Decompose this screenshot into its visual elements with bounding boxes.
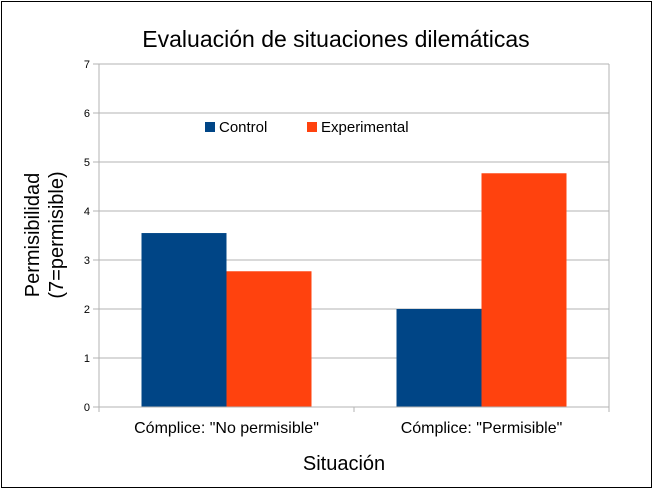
- y-axis-label-line-1: Permisibilidad: [22, 173, 44, 298]
- legend-label-experimental: Experimental: [321, 119, 409, 136]
- y-tick-label: 6: [84, 108, 90, 120]
- y-axis-label-line-2: (7=permisible): [46, 171, 68, 298]
- x-axis-label: Situación: [303, 453, 385, 475]
- y-tick-label: 5: [84, 157, 90, 169]
- legend-label-control: Control: [219, 119, 267, 136]
- y-tick-label: 7: [84, 59, 90, 71]
- x-category-label: Cómplice: "Permisible": [401, 420, 563, 437]
- legend-swatch-control: [205, 122, 215, 132]
- legend-swatch-experimental: [307, 122, 317, 132]
- y-tick-label: 2: [84, 304, 90, 316]
- y-axis-ticks: 0 1 2 3 4 5 6 7: [84, 59, 99, 414]
- bar-experimental-1: [226, 271, 312, 407]
- y-tick-label: 1: [84, 353, 90, 365]
- chart-title: Evaluación de situaciones dilemáticas: [142, 26, 529, 52]
- axes: [98, 64, 610, 412]
- y-tick-label: 0: [84, 402, 90, 414]
- bar-control-2: [396, 309, 482, 407]
- x-category-label: Cómplice: "No permisible": [134, 420, 319, 437]
- bar-control-1: [141, 233, 227, 407]
- y-tick-label: 3: [84, 255, 90, 267]
- x-axis-categories: Cómplice: "No permisible" Cómplice: "Perm…: [134, 420, 562, 437]
- y-tick-label: 4: [84, 206, 90, 218]
- bars: [141, 173, 567, 407]
- legend: Control Experimental: [205, 119, 409, 136]
- bar-experimental-2: [481, 173, 567, 407]
